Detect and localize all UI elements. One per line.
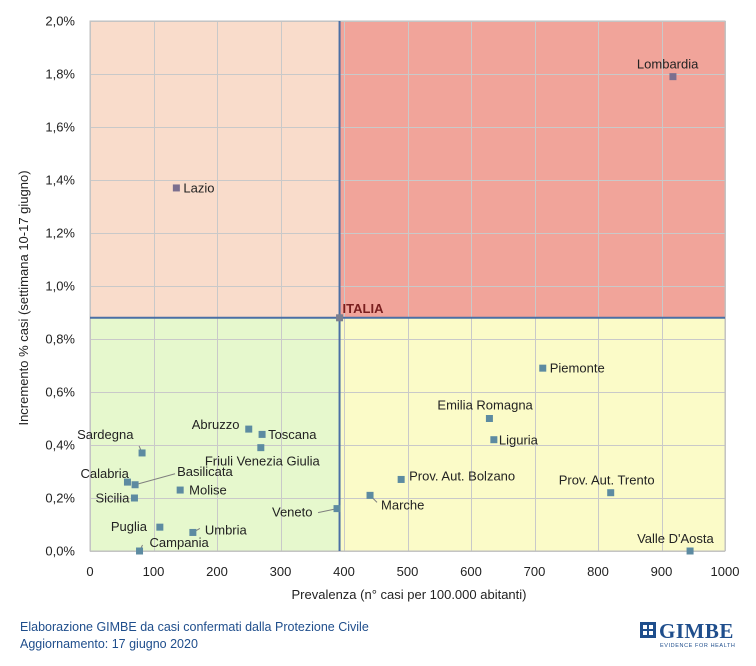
- data-point: [172, 184, 180, 192]
- data-point: [333, 505, 341, 513]
- data-label: Lombardia: [637, 57, 699, 72]
- data-point: [258, 430, 266, 438]
- x-tick-label: 300: [270, 564, 292, 579]
- y-tick-label: 1,4%: [45, 173, 75, 188]
- x-tick-label: 800: [587, 564, 609, 579]
- data-point: [156, 523, 164, 531]
- data-label: Lazio: [183, 180, 214, 195]
- y-tick-label: 0,4%: [45, 438, 75, 453]
- x-tick-label: 500: [397, 564, 419, 579]
- footer-source: Elaborazione GIMBE da casi confermati da…: [20, 620, 369, 634]
- data-label: Veneto: [272, 505, 313, 520]
- data-labels: Lombardia Lazio Piemonte Emilia Romagna Ligu…: [77, 57, 714, 550]
- data-label: Prov. Aut. Trento: [559, 473, 655, 488]
- quadrant-backgrounds: [90, 21, 725, 551]
- gimbe-logo: GIMBE EVIDENCE FOR HEALTH: [640, 619, 736, 651]
- data-label: Prov. Aut. Bolzano: [409, 468, 515, 483]
- data-point: [607, 489, 615, 497]
- data-label: Umbria: [205, 522, 248, 537]
- y-axis-ticks: 0,0% 0,2% 0,4% 0,6% 0,8% 1,0% 1,2% 1,4% 1,6% 1,8%…: [45, 14, 75, 559]
- data-point: [366, 491, 374, 499]
- gimbe-logo-tagline: EVIDENCE FOR HEALTH: [660, 643, 736, 649]
- data-point: [138, 449, 146, 457]
- data-point: [123, 478, 131, 486]
- data-label: Sardegna: [77, 427, 134, 442]
- data-label: Sicilia: [95, 491, 130, 506]
- data-label: Calabria: [80, 466, 129, 481]
- data-label: Puglia: [111, 519, 148, 534]
- x-tick-label: 900: [651, 564, 673, 579]
- data-point: [189, 528, 197, 536]
- x-tick-label: 700: [524, 564, 546, 579]
- y-tick-label: 1,6%: [45, 120, 75, 135]
- data-point: [257, 444, 265, 452]
- y-tick-label: 2,0%: [45, 14, 75, 29]
- data-label: Campania: [150, 535, 210, 550]
- data-label: Marche: [381, 497, 424, 512]
- y-tick-label: 0,0%: [45, 544, 75, 559]
- y-tick-label: 0,6%: [45, 385, 75, 400]
- data-point: [490, 436, 498, 444]
- x-tick-label: 100: [143, 564, 165, 579]
- quadrant-bottom-right: [339, 317, 725, 551]
- data-label: Piemonte: [550, 361, 605, 376]
- italia-marker: [336, 314, 344, 322]
- data-label: Liguria: [499, 433, 539, 448]
- data-point: [397, 475, 405, 483]
- y-tick-label: 0,2%: [45, 491, 75, 506]
- data-point: [136, 547, 144, 555]
- gimbe-logo-icon: [640, 622, 656, 638]
- data-label: Basilicata: [177, 464, 233, 479]
- data-point: [669, 73, 677, 81]
- quadrant-bottom-left: [90, 317, 340, 551]
- y-tick-label: 0,8%: [45, 332, 75, 347]
- data-points: [123, 73, 694, 555]
- data-label: Toscana: [268, 427, 317, 442]
- data-label: Emilia Romagna: [437, 398, 533, 413]
- x-axis-ticks: 0 100 200 300 400 500 600 700 800 900 1000: [86, 564, 739, 579]
- data-point: [539, 364, 547, 372]
- x-tick-label: 600: [460, 564, 482, 579]
- data-label: Friuli Venezia Giulia: [205, 454, 321, 469]
- data-label: Abruzzo: [192, 417, 240, 432]
- leader-line: [134, 473, 176, 486]
- reference-lines: ITALIA: [90, 21, 725, 551]
- x-axis-title: Prevalenza (n° casi per 100.000 abitanti…: [291, 587, 526, 602]
- italia-label: ITALIA: [343, 301, 385, 316]
- plot-area-frame: [89, 20, 726, 552]
- x-tick-label: 1000: [711, 564, 740, 579]
- footer-update-date: Aggiornamento: 17 giugno 2020: [20, 637, 198, 651]
- x-tick-label: 200: [206, 564, 228, 579]
- data-label: Valle D'Aosta: [637, 531, 714, 546]
- data-point: [176, 486, 184, 494]
- gimbe-logo-name: GIMBE: [659, 619, 734, 643]
- y-tick-label: 1,2%: [45, 226, 75, 241]
- x-tick-label: 400: [333, 564, 355, 579]
- data-point: [130, 494, 138, 502]
- x-tick-label: 0: [86, 564, 93, 579]
- data-point: [686, 547, 694, 555]
- quadrant-top-left: [90, 21, 340, 318]
- data-label: Molise: [189, 483, 227, 498]
- data-point: [245, 425, 253, 433]
- data-point: [131, 481, 139, 489]
- y-tick-label: 1,8%: [45, 67, 75, 82]
- y-axis-title: Incremento % casi (settimana 10-17 giugn…: [16, 170, 31, 425]
- data-point: [485, 415, 493, 422]
- quadrant-top-right: [339, 21, 725, 318]
- y-tick-label: 1,0%: [45, 279, 75, 294]
